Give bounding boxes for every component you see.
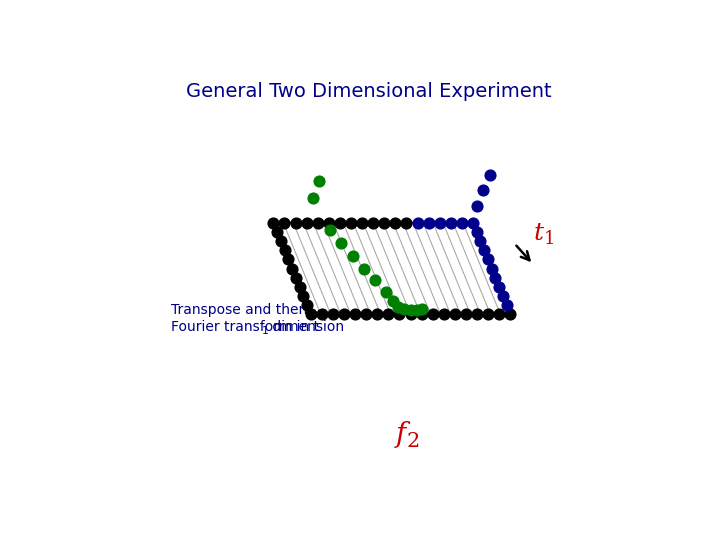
Point	[490, 273, 501, 282]
Point	[305, 310, 317, 319]
Point	[382, 310, 394, 319]
Point	[411, 306, 423, 314]
Point	[289, 219, 301, 227]
Point	[275, 237, 287, 245]
Point	[456, 219, 467, 227]
Point	[271, 228, 283, 237]
Point	[307, 193, 318, 202]
Point	[467, 219, 479, 227]
Point	[417, 305, 428, 313]
Point	[493, 282, 505, 291]
Point	[380, 288, 392, 296]
Point	[471, 228, 482, 237]
Point	[279, 246, 290, 254]
Point	[334, 219, 346, 227]
Point	[399, 305, 410, 313]
Text: General Two Dimensional Experiment: General Two Dimensional Experiment	[186, 82, 552, 102]
Point	[493, 310, 505, 319]
Point	[301, 301, 312, 309]
Point	[338, 310, 350, 319]
Point	[356, 219, 368, 227]
Point	[345, 219, 356, 227]
Point	[482, 255, 494, 264]
Point	[287, 264, 298, 273]
Point	[349, 310, 361, 319]
Point	[434, 219, 446, 227]
Point	[405, 310, 416, 319]
Point	[316, 310, 328, 319]
Point	[379, 219, 390, 227]
Point	[279, 219, 290, 227]
Point	[474, 237, 486, 245]
Point	[423, 219, 434, 227]
Point	[313, 177, 325, 186]
Point	[297, 292, 309, 300]
Point	[445, 219, 456, 227]
Point	[484, 171, 495, 179]
Point	[367, 219, 379, 227]
Point	[427, 310, 438, 319]
Text: 1: 1	[544, 231, 556, 248]
Point	[416, 310, 428, 319]
Point	[347, 252, 359, 260]
Point	[372, 310, 383, 319]
Point	[394, 310, 405, 319]
Point	[460, 310, 472, 319]
Point	[323, 219, 335, 227]
Point	[325, 226, 336, 234]
Point	[301, 219, 312, 227]
Point	[438, 310, 449, 319]
Text: 2: 2	[407, 431, 420, 450]
Point	[449, 310, 461, 319]
Point	[501, 301, 513, 309]
Point	[486, 264, 498, 273]
Point	[478, 246, 490, 254]
Point	[390, 219, 401, 227]
Point	[387, 296, 399, 305]
Point	[290, 273, 302, 282]
Point	[294, 282, 305, 291]
Point	[369, 276, 381, 285]
Point	[268, 219, 279, 227]
Text: Transpose and then: Transpose and then	[171, 303, 307, 317]
Point	[400, 219, 412, 227]
Point	[505, 310, 516, 319]
Point	[282, 255, 294, 264]
Point	[482, 310, 494, 319]
Point	[472, 202, 483, 211]
Point	[327, 310, 338, 319]
Text: t: t	[534, 222, 544, 245]
Point	[336, 239, 347, 247]
Point	[472, 310, 483, 319]
Point	[312, 219, 323, 227]
Point	[361, 310, 372, 319]
Text: dimension: dimension	[268, 320, 344, 334]
Text: f: f	[396, 421, 406, 448]
Point	[392, 302, 403, 311]
Text: Fourier transform in t: Fourier transform in t	[171, 320, 320, 334]
Point	[477, 185, 489, 194]
Point	[497, 292, 508, 300]
Point	[405, 306, 416, 314]
Text: 1: 1	[262, 326, 269, 336]
Point	[412, 219, 423, 227]
Point	[358, 264, 369, 273]
